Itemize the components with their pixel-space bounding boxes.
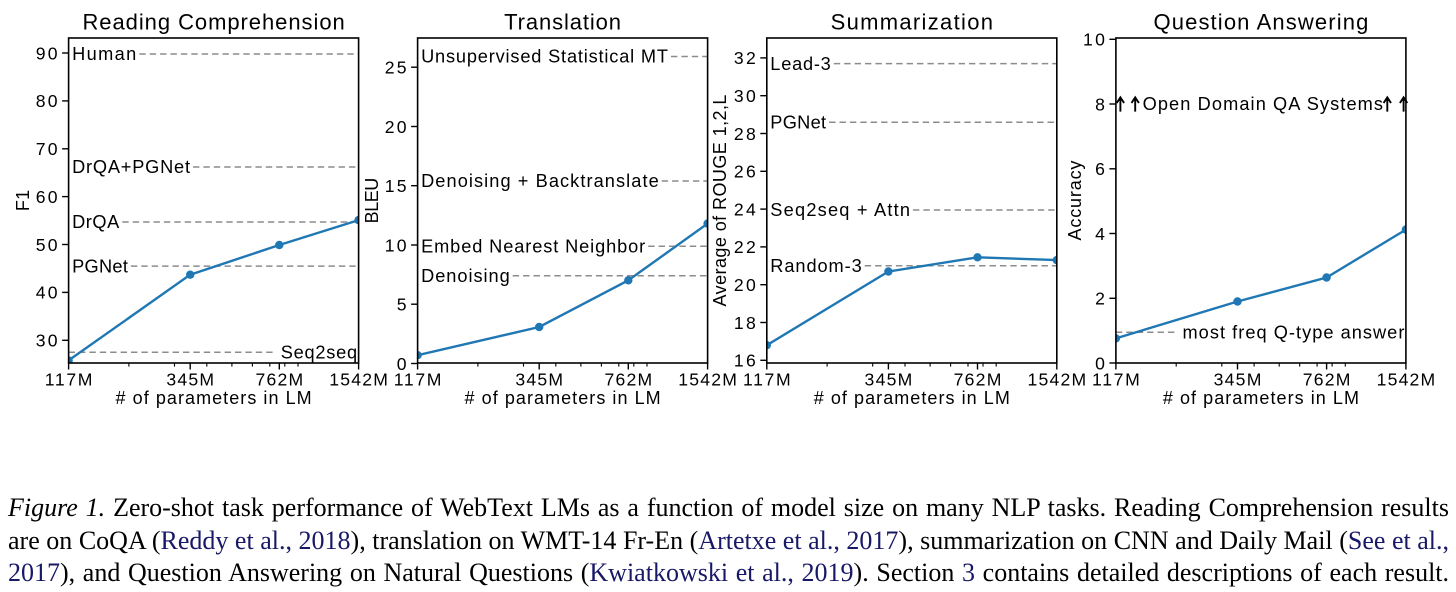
svg-text:0: 0 [397,354,407,374]
svg-text:Open Domain QA Systems: Open Domain QA Systems [1143,94,1383,114]
svg-text:345M: 345M [1214,369,1262,389]
svg-text:DrQA: DrQA [72,212,120,232]
svg-text:# of parameters in LM: # of parameters in LM [1163,388,1359,408]
svg-text:762M: 762M [604,369,652,389]
svg-text:117M: 117M [743,369,791,389]
svg-text:# of parameters in LM: # of parameters in LM [814,388,1010,408]
svg-text:4: 4 [1095,224,1105,244]
svg-text:F1: F1 [13,190,33,211]
svg-text:Denoising + Backtranslate: Denoising + Backtranslate [421,171,659,191]
svg-text:762M: 762M [255,369,303,389]
svg-text:345M: 345M [166,369,214,389]
svg-text:PGNet: PGNet [72,256,128,276]
svg-text:5: 5 [397,295,407,315]
svg-text:Denoising: Denoising [421,266,510,286]
svg-text:# of parameters in LM: # of parameters in LM [116,388,312,408]
svg-text:1542M: 1542M [1377,369,1436,389]
svg-text:Seq2seq: Seq2seq [281,343,357,363]
svg-text:PGNet: PGNet [770,112,826,132]
svg-text:345M: 345M [865,369,913,389]
svg-text:762M: 762M [1303,369,1351,389]
svg-text:117M: 117M [1092,369,1140,389]
svg-text:Unsupervised Statistical MT: Unsupervised Statistical MT [421,47,668,67]
svg-text:117M: 117M [394,369,442,389]
svg-text:Random-3: Random-3 [770,256,861,276]
svg-text:Question Answering: Question Answering [1153,9,1368,34]
svg-text:Average of ROUGE 1,2,L: Average of ROUGE 1,2,L [710,95,730,307]
svg-text:BLEU: BLEU [362,178,382,224]
svg-text:762M: 762M [954,369,1002,389]
svg-text:1542M: 1542M [329,369,388,389]
svg-text:Reading Comprehension: Reading Comprehension [82,9,344,34]
svg-text:Seq2seq + Attn: Seq2seq + Attn [770,200,910,220]
svg-text:345M: 345M [515,369,563,389]
svg-text:DrQA+PGNet: DrQA+PGNet [72,157,190,177]
svg-text:most freq Q-type answer: most freq Q-type answer [1183,322,1405,342]
svg-text:Human: Human [72,44,136,64]
svg-text:8: 8 [1095,94,1105,114]
svg-text:2: 2 [1095,289,1105,309]
svg-text:# of parameters in LM: # of parameters in LM [465,388,661,408]
svg-text:Embed Nearest Neighbor: Embed Nearest Neighbor [421,236,645,256]
svg-text:0: 0 [1095,353,1105,373]
svg-text:6: 6 [1095,159,1105,179]
svg-text:Translation: Translation [504,9,621,34]
svg-text:Lead-3: Lead-3 [770,54,831,74]
svg-text:1542M: 1542M [678,369,737,389]
svg-text:Accuracy: Accuracy [1065,161,1085,241]
svg-text:1542M: 1542M [1028,369,1087,389]
svg-text:117M: 117M [45,369,93,389]
